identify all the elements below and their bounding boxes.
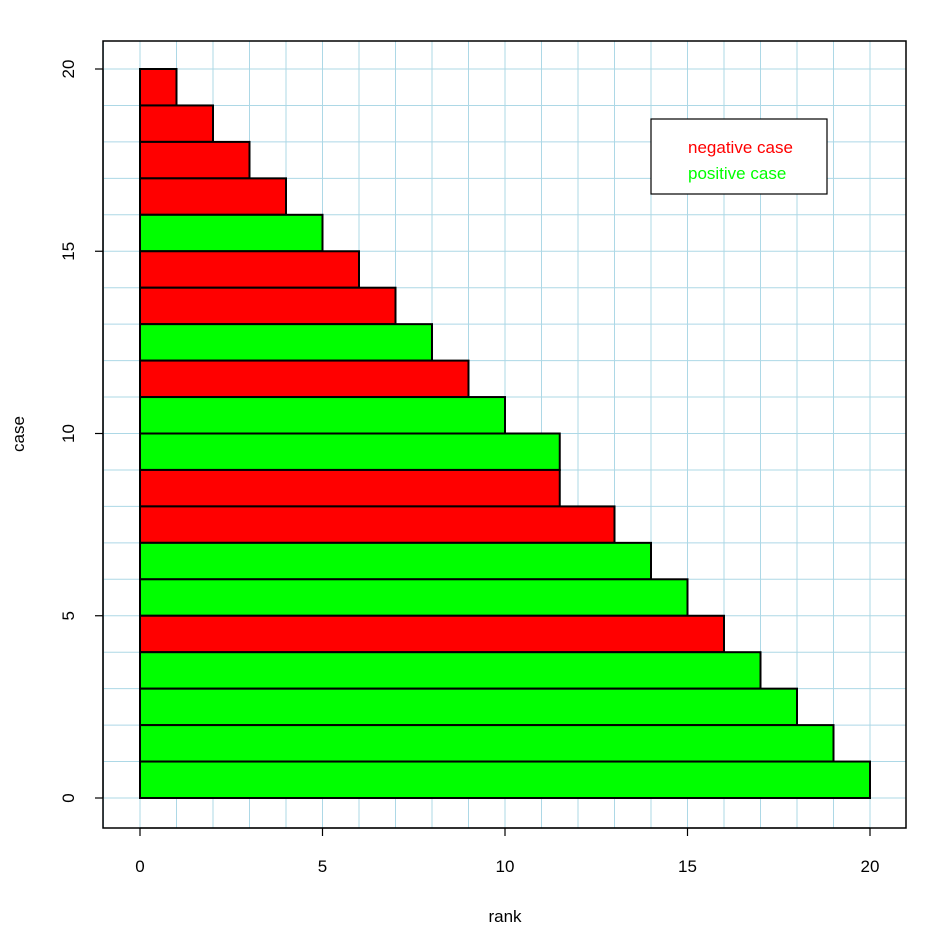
x-tick-label: 20 [861, 857, 880, 876]
y-tick-label: 5 [59, 611, 78, 620]
bar-case-18 [139, 140, 251, 180]
bar-case-8 [139, 505, 616, 544]
y-axis: 0 5 10 15 20 [59, 60, 104, 803]
bars [139, 68, 871, 799]
bar-case-1 [139, 760, 871, 799]
x-tick-label: 5 [318, 857, 327, 876]
bar-case-12 [139, 359, 470, 399]
bar-case-20 [139, 68, 178, 107]
bar-case-2 [139, 724, 835, 763]
x-tick-label: 15 [678, 857, 697, 876]
bar-case-13 [139, 323, 433, 362]
y-tick-label: 20 [59, 60, 78, 79]
bar-case-7 [139, 541, 652, 581]
bar-case-15 [139, 250, 360, 289]
bar-case-4 [139, 651, 762, 690]
x-axis: 0 5 10 15 20 [135, 827, 880, 876]
bar-case-9 [139, 468, 561, 508]
bar-case-6 [139, 578, 689, 617]
x-tick-label: 0 [135, 857, 144, 876]
y-axis-title: case [9, 416, 28, 452]
legend-entry-negative: negative case [688, 138, 793, 157]
bar-case-3 [139, 687, 798, 727]
y-tick-label: 15 [59, 242, 78, 261]
bar-case-19 [139, 104, 214, 143]
x-tick-label: 10 [496, 857, 515, 876]
y-tick-label: 10 [59, 424, 78, 443]
legend: negative case positive case [650, 118, 828, 195]
bar-case-14 [139, 286, 397, 326]
x-axis-title: rank [488, 907, 522, 926]
bar-case-10 [139, 432, 561, 471]
legend-entry-positive: positive case [688, 164, 786, 183]
bar-case-17 [139, 177, 287, 216]
bar-case-16 [139, 213, 324, 253]
bar-case-11 [139, 396, 506, 435]
legend-box [650, 118, 828, 195]
bar-case-5 [139, 614, 725, 654]
y-tick-label: 0 [59, 793, 78, 802]
